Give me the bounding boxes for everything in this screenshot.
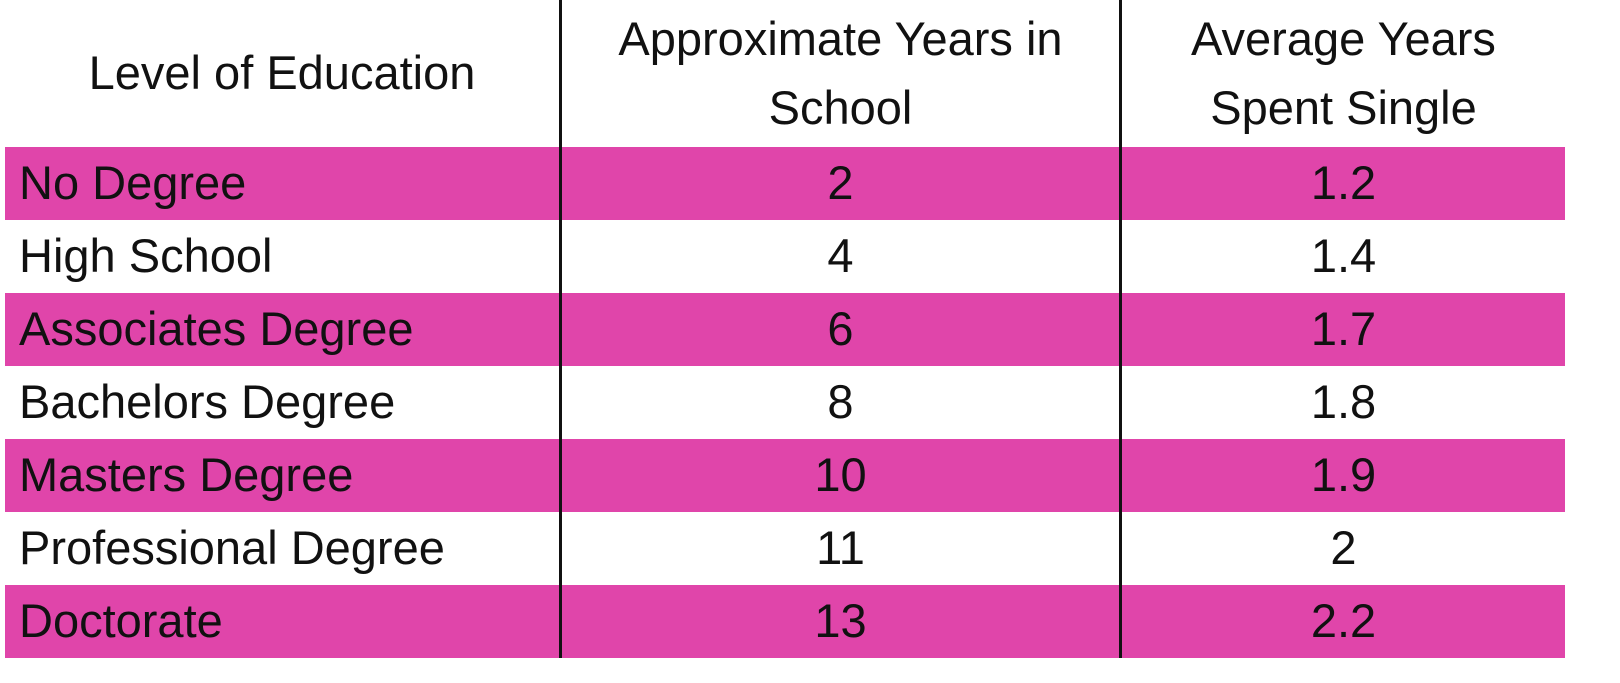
row-label: No Degree (19, 156, 247, 210)
cell-value: 4 (827, 229, 854, 283)
cell-value: 2 (1330, 521, 1357, 575)
row-highlight (5, 147, 1565, 220)
cell-value: 10 (814, 448, 867, 502)
column-divider (1119, 0, 1122, 658)
cell-value: 8 (827, 375, 854, 429)
row-label: Professional Degree (19, 521, 445, 575)
row-label: Masters Degree (19, 448, 354, 502)
row-label: Doctorate (19, 594, 223, 648)
row-highlight (5, 439, 1565, 512)
cell-value: 13 (814, 594, 867, 648)
cell-value: 11 (816, 521, 865, 575)
column-header: Average Years Spent Single (1191, 12, 1496, 134)
row-label: High School (19, 229, 273, 283)
cell-value: 6 (827, 302, 854, 356)
row-label: Bachelors Degree (19, 375, 396, 429)
cell-value: 2 (827, 156, 854, 210)
cell-value: 1.8 (1310, 375, 1377, 429)
column-header: Level of Education (88, 46, 476, 100)
cell-value: 1.9 (1310, 448, 1377, 502)
column-header: Approximate Years in School (618, 12, 1063, 134)
cell-value: 2.2 (1310, 594, 1377, 648)
row-highlight (5, 585, 1565, 658)
cell-value: 1.2 (1310, 156, 1377, 210)
column-divider (559, 0, 562, 658)
cell-value: 1.7 (1310, 302, 1377, 356)
row-highlight (5, 293, 1565, 366)
row-label: Associates Degree (19, 302, 414, 356)
cell-value: 1.4 (1310, 229, 1377, 283)
